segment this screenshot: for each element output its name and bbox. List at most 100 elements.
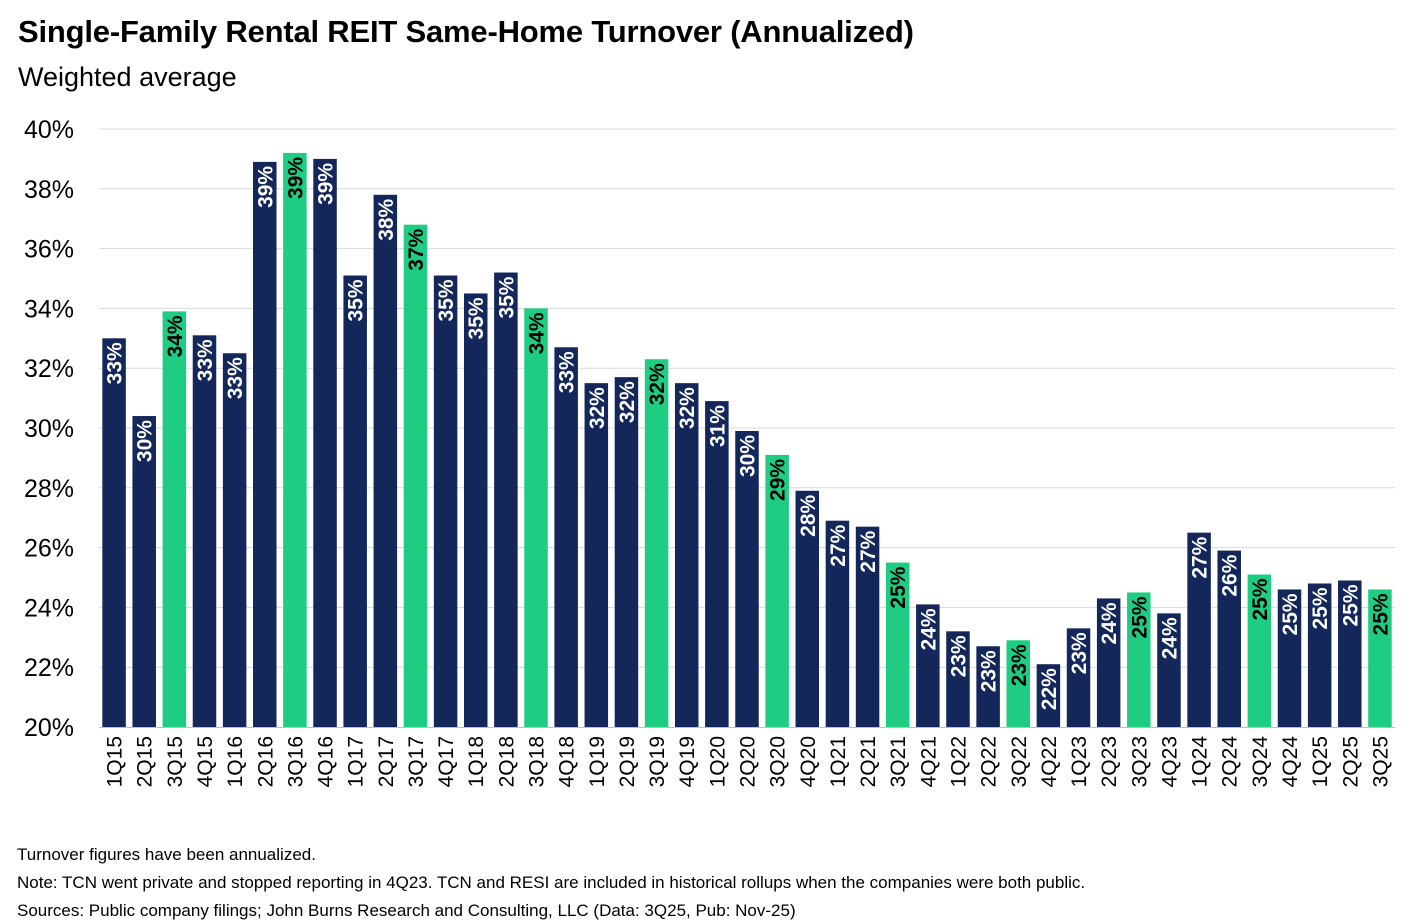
bar-2Q20 — [735, 430, 759, 727]
data-label-1Q21: 27% — [827, 524, 850, 566]
x-tick-label-4Q18: 4Q18 — [556, 736, 579, 787]
x-tick-label-1Q16: 1Q16 — [224, 736, 247, 787]
x-tick-label-1Q19: 1Q19 — [586, 736, 609, 787]
y-tick-label: 20% — [24, 714, 74, 742]
data-label-3Q17: 37% — [405, 228, 428, 270]
bar-1Q22 — [946, 631, 970, 727]
bar-1Q19 — [584, 383, 609, 727]
data-label-1Q25: 25% — [1309, 587, 1332, 629]
bar-4Q21 — [916, 604, 940, 727]
x-tick-label-3Q15: 3Q15 — [164, 736, 187, 787]
x-tick-label-3Q17: 3Q17 — [405, 736, 428, 787]
x-tick-label-1Q23: 1Q23 — [1068, 736, 1091, 787]
data-label-2Q18: 35% — [495, 276, 518, 318]
y-axis-ticks: 20% 22% 24% 26% 28% 30% 32% 34% 36% 38% 40% — [24, 116, 74, 742]
footnote-annualized: Turnover figures have been annualized. — [17, 845, 316, 864]
data-label-1Q16: 33% — [224, 357, 247, 399]
data-label-1Q22: 23% — [947, 635, 970, 677]
data-label-3Q20: 29% — [767, 459, 790, 501]
x-tick-label-3Q21: 3Q21 — [887, 736, 910, 787]
data-label-3Q21: 25% — [887, 566, 910, 608]
x-tick-label-2Q16: 2Q16 — [254, 736, 277, 787]
data-label-2Q19: 32% — [616, 381, 639, 423]
data-labels: 33% 30% 34% 33% 33% 39% 39% 39% 35% 38% 37% 35% 35% 3… — [104, 157, 1393, 711]
x-tick-label-3Q18: 3Q18 — [526, 736, 549, 787]
y-tick-label: 34% — [24, 295, 74, 323]
bar-1Q17 — [343, 275, 367, 727]
data-label-4Q17: 35% — [435, 279, 458, 321]
data-label-2Q17: 38% — [375, 198, 398, 240]
data-label-4Q19: 32% — [676, 387, 699, 429]
bar-1Q25 — [1307, 583, 1332, 727]
data-label-1Q24: 27% — [1189, 536, 1212, 578]
bar-4Q16 — [313, 158, 337, 727]
bar-4Q20 — [795, 490, 820, 727]
x-tick-label-1Q17: 1Q17 — [345, 736, 368, 787]
x-tick-label-3Q19: 3Q19 — [646, 736, 669, 787]
bar-3Q19 — [644, 359, 669, 727]
bar-3Q24 — [1247, 574, 1272, 727]
bar-2Q15 — [132, 416, 156, 727]
bar-2Q23 — [1096, 598, 1121, 727]
bar-2Q22 — [976, 646, 1000, 727]
bar-4Q19 — [674, 383, 699, 727]
x-tick-label-4Q15: 4Q15 — [194, 736, 217, 787]
x-tick-label-2Q20: 2Q20 — [737, 736, 760, 787]
x-tick-label-4Q19: 4Q19 — [676, 736, 699, 787]
y-tick-label: 30% — [24, 415, 74, 443]
data-label-3Q18: 34% — [526, 312, 549, 354]
bar-1Q18 — [463, 293, 488, 727]
y-tick-label: 36% — [24, 236, 74, 264]
x-tick-label-2Q24: 2Q24 — [1219, 736, 1242, 788]
data-label-3Q15: 34% — [164, 315, 187, 357]
x-tick-label-1Q15: 1Q15 — [104, 736, 127, 787]
y-tick-label: 22% — [24, 654, 74, 682]
data-label-4Q20: 28% — [797, 494, 820, 536]
bar-2Q21 — [855, 526, 880, 727]
x-tick-label-3Q23: 3Q23 — [1128, 736, 1151, 787]
x-tick-label-3Q16: 3Q16 — [284, 736, 307, 787]
bar-4Q17 — [433, 275, 458, 727]
x-tick-label-4Q24: 4Q24 — [1279, 736, 1302, 788]
x-axis-ticks: 1Q15 2Q15 3Q15 4Q15 1Q16 2Q16 3Q16 4Q16 1Q17 2Q17… — [104, 736, 1393, 788]
data-label-3Q16: 39% — [284, 157, 307, 199]
chart-title: Single-Family Rental REIT Same-Home Turn… — [18, 14, 914, 49]
data-label-2Q22: 23% — [978, 650, 1001, 692]
data-label-2Q15: 30% — [134, 420, 157, 462]
bars — [102, 152, 1392, 728]
x-tick-label-2Q25: 2Q25 — [1339, 736, 1362, 787]
data-label-3Q19: 32% — [646, 363, 669, 405]
bar-1Q23 — [1066, 628, 1091, 727]
x-tick-label-1Q22: 1Q22 — [947, 736, 970, 787]
bar-2Q16 — [253, 161, 277, 727]
x-tick-label-1Q18: 1Q18 — [465, 736, 488, 787]
x-tick-label-1Q25: 1Q25 — [1309, 736, 1332, 787]
x-tick-label-3Q20: 3Q20 — [767, 736, 790, 787]
bar-3Q21 — [885, 562, 910, 727]
data-label-3Q23: 25% — [1128, 596, 1151, 638]
y-tick-label: 40% — [24, 116, 74, 144]
y-tick-label: 24% — [24, 594, 74, 622]
data-label-2Q24: 26% — [1219, 554, 1242, 596]
data-label-4Q15: 33% — [194, 339, 217, 381]
data-label-4Q18: 33% — [556, 351, 579, 393]
y-tick-label: 26% — [24, 535, 74, 563]
bar-3Q20 — [765, 454, 789, 727]
x-tick-label-2Q23: 2Q23 — [1098, 736, 1121, 787]
data-label-2Q25: 25% — [1339, 584, 1362, 626]
x-tick-label-4Q16: 4Q16 — [315, 736, 338, 787]
x-tick-label-4Q22: 4Q22 — [1038, 736, 1061, 787]
x-tick-label-1Q21: 1Q21 — [827, 736, 850, 787]
bar-1Q16 — [222, 353, 247, 727]
bar-3Q22 — [1006, 640, 1031, 727]
bar-4Q15 — [192, 335, 217, 727]
bar-1Q21 — [825, 520, 850, 727]
x-tick-label-2Q21: 2Q21 — [857, 736, 880, 787]
x-tick-label-3Q22: 3Q22 — [1008, 736, 1031, 787]
bar-2Q18 — [494, 272, 518, 727]
bar-2Q25 — [1338, 580, 1362, 727]
bar-3Q15 — [162, 311, 187, 727]
bar-1Q20 — [705, 401, 729, 727]
x-tick-label-3Q25: 3Q25 — [1369, 736, 1392, 787]
bar-2Q24 — [1217, 550, 1241, 727]
